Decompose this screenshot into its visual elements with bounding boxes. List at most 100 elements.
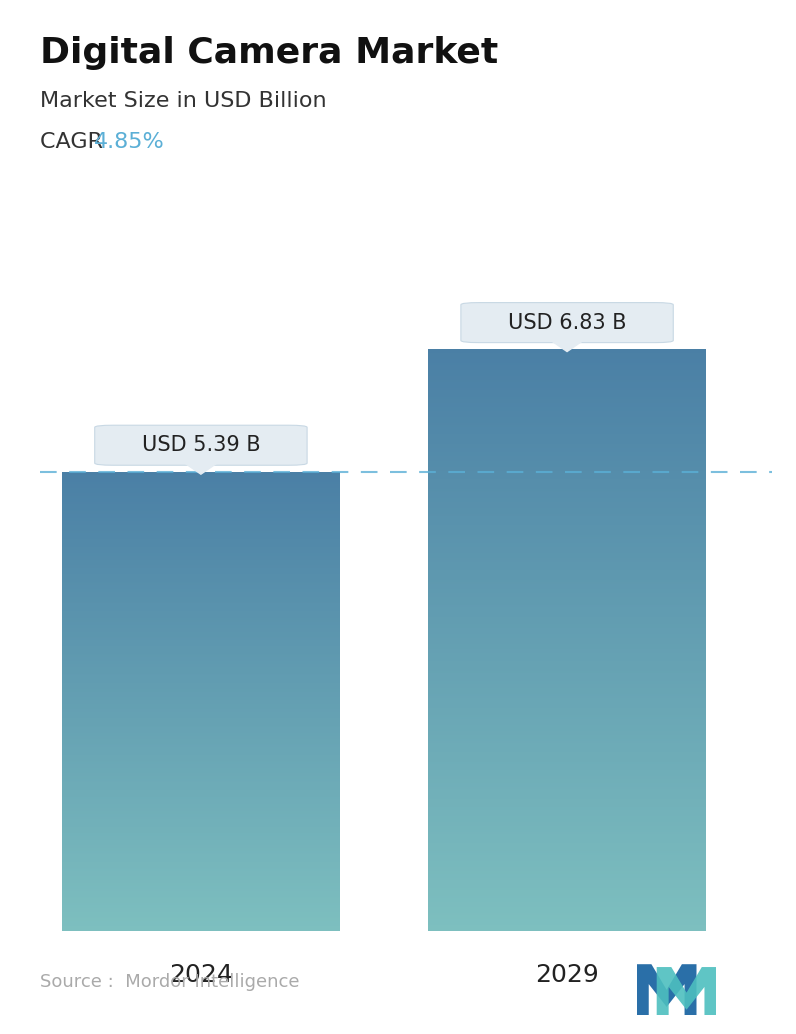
Bar [62,586,340,588]
Bar [428,758,706,760]
Bar [62,631,340,632]
Bar [62,720,340,721]
Bar [62,785,340,787]
Bar [62,768,340,770]
Bar [62,861,340,863]
Bar [428,691,706,692]
Bar [428,366,706,368]
Bar [62,493,340,494]
Bar [62,917,340,918]
Bar [62,666,340,668]
Bar [62,550,340,551]
Bar [428,656,706,658]
Bar [62,522,340,523]
Bar [62,873,340,874]
Bar [62,660,340,662]
Bar [62,724,340,726]
Bar [62,800,340,802]
Bar [62,545,340,547]
Bar [428,866,706,869]
Bar [62,750,340,752]
Bar [62,536,340,538]
Bar [62,927,340,930]
Bar [428,357,706,359]
Bar [428,456,706,458]
Bar [62,761,340,762]
Bar [428,886,706,888]
Bar [428,576,706,578]
Bar [428,663,706,665]
Bar [428,649,706,651]
Bar [62,707,340,708]
Bar [428,882,706,884]
Bar [428,671,706,673]
Bar [62,538,340,539]
Bar [428,508,706,510]
Bar [62,770,340,771]
Bar [62,659,340,660]
Bar [62,758,340,759]
Bar [62,591,340,592]
Bar [428,392,706,394]
Bar [62,474,340,475]
Bar [428,365,706,366]
Bar [62,893,340,895]
Bar [428,776,706,778]
Bar [62,781,340,782]
Bar [428,846,706,847]
Bar [428,516,706,518]
Bar [428,892,706,893]
Bar [428,787,706,789]
Bar [428,427,706,428]
Bar [428,568,706,570]
Bar [428,567,706,568]
Bar [428,514,706,516]
Bar [62,477,340,478]
Bar [428,929,706,931]
Bar [62,567,340,568]
Bar [428,603,706,605]
Bar [428,904,706,906]
Bar [428,729,706,731]
Bar [62,650,340,652]
Bar [428,744,706,747]
Bar [428,485,706,487]
Bar [428,349,706,351]
Bar [428,727,706,729]
Bar [428,607,706,609]
Bar [62,764,340,765]
Bar [62,889,340,891]
Text: 2024: 2024 [169,964,233,987]
Bar [62,921,340,923]
Bar [62,703,340,704]
Bar [62,797,340,799]
Bar [62,762,340,764]
Bar [62,711,340,713]
Bar [428,419,706,421]
Bar [428,640,706,642]
Bar [62,851,340,853]
Bar [428,463,706,465]
Bar [62,892,340,893]
Bar [62,669,340,670]
Bar [428,547,706,549]
Bar [62,813,340,815]
Bar [428,405,706,407]
Bar [428,378,706,381]
Bar [428,902,706,904]
Bar [428,489,706,490]
Bar [428,397,706,399]
Bar [428,363,706,365]
Bar [62,588,340,589]
Bar [428,572,706,574]
Bar [428,869,706,871]
Bar [428,762,706,764]
Bar [428,570,706,572]
Bar [62,641,340,643]
Bar [428,769,706,771]
Bar [62,560,340,561]
Bar [62,557,340,558]
Bar [62,657,340,659]
Bar [428,394,706,396]
Bar [62,879,340,880]
